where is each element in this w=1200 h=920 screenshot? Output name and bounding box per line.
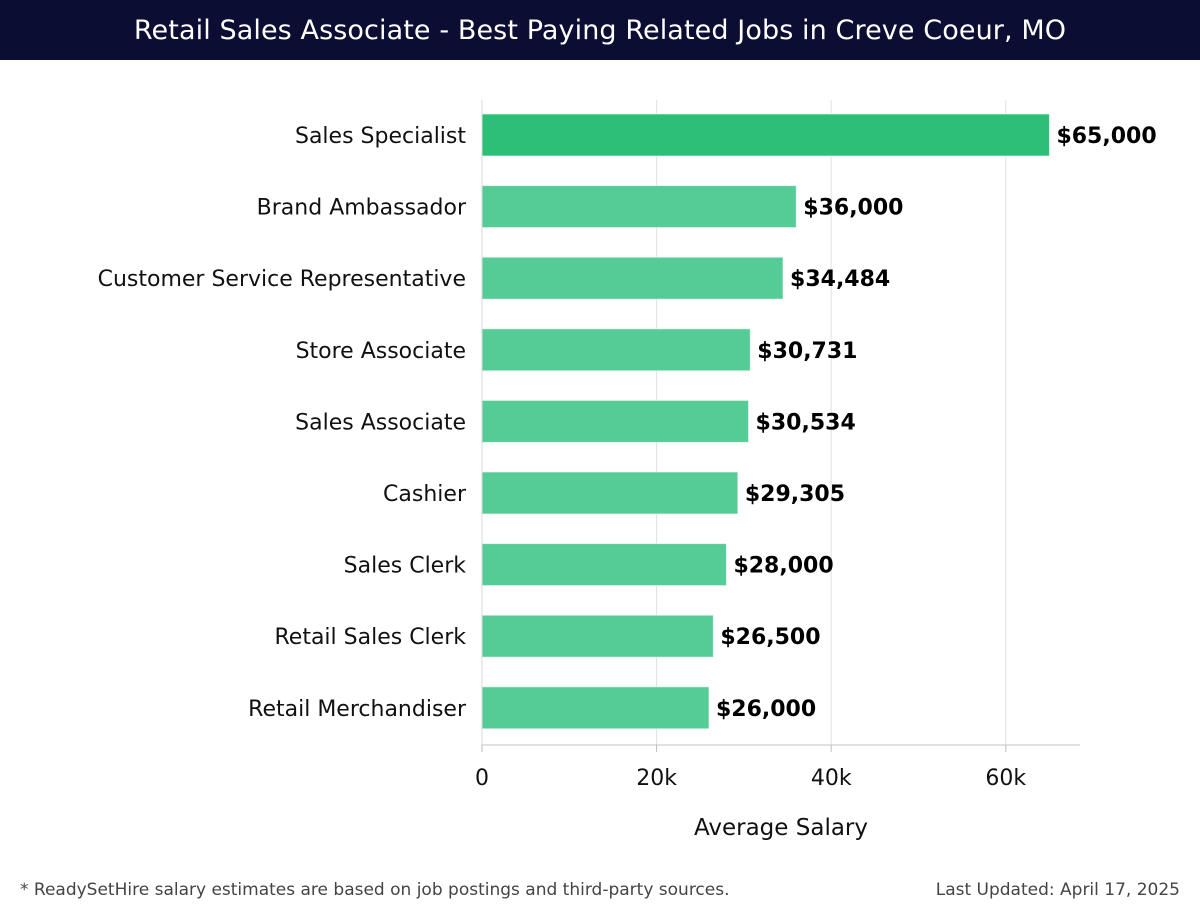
bars [481, 113, 1050, 730]
value-label: $30,534 [756, 410, 856, 435]
bar [481, 399, 750, 443]
x-tick-label: 40k [811, 766, 852, 791]
value-label: $36,000 [803, 196, 903, 221]
bar [481, 185, 797, 229]
last-updated: Last Updated: April 17, 2025 [935, 880, 1180, 900]
x-tick-label: 0 [475, 766, 489, 791]
bar [481, 113, 1050, 157]
bar [481, 328, 751, 372]
value-label: $34,484 [790, 267, 890, 292]
category-label: Sales Specialist [295, 124, 466, 149]
value-label: $26,500 [720, 625, 820, 650]
value-label: $29,305 [745, 482, 845, 507]
value-label: $65,000 [1056, 124, 1156, 149]
value-label: $30,731 [757, 339, 857, 364]
x-axis-label: Average Salary [694, 815, 868, 841]
bar [481, 471, 739, 515]
value-label: $28,000 [733, 554, 833, 579]
category-label: Retail Merchandiser [248, 697, 467, 722]
bar [481, 543, 727, 587]
category-label: Store Associate [296, 339, 466, 364]
x-tick-label: 60k [985, 766, 1026, 791]
category-label: Sales Clerk [344, 554, 467, 579]
category-label: Retail Sales Clerk [274, 625, 466, 650]
bar [481, 256, 784, 300]
value-label: $26,000 [716, 697, 816, 722]
bar-chart: 0 20k 40k 60k Sales Specialist $65,000 Brand … [98, 100, 1157, 841]
footer-note: * ReadySetHire salary estimates are base… [20, 880, 730, 900]
x-axis: 0 20k 40k 60k [475, 100, 1080, 791]
category-label: Cashier [383, 482, 467, 507]
bar [481, 686, 710, 730]
category-label: Customer Service Representative [98, 267, 466, 292]
labels: Sales Specialist $65,000 Brand Ambassador $… [98, 124, 1157, 722]
category-label: Sales Associate [295, 410, 466, 435]
bar [481, 614, 714, 658]
chart-title: Retail Sales Associate - Best Paying Rel… [0, 0, 1200, 60]
category-label: Brand Ambassador [257, 196, 467, 221]
x-tick-label: 20k [636, 766, 677, 791]
